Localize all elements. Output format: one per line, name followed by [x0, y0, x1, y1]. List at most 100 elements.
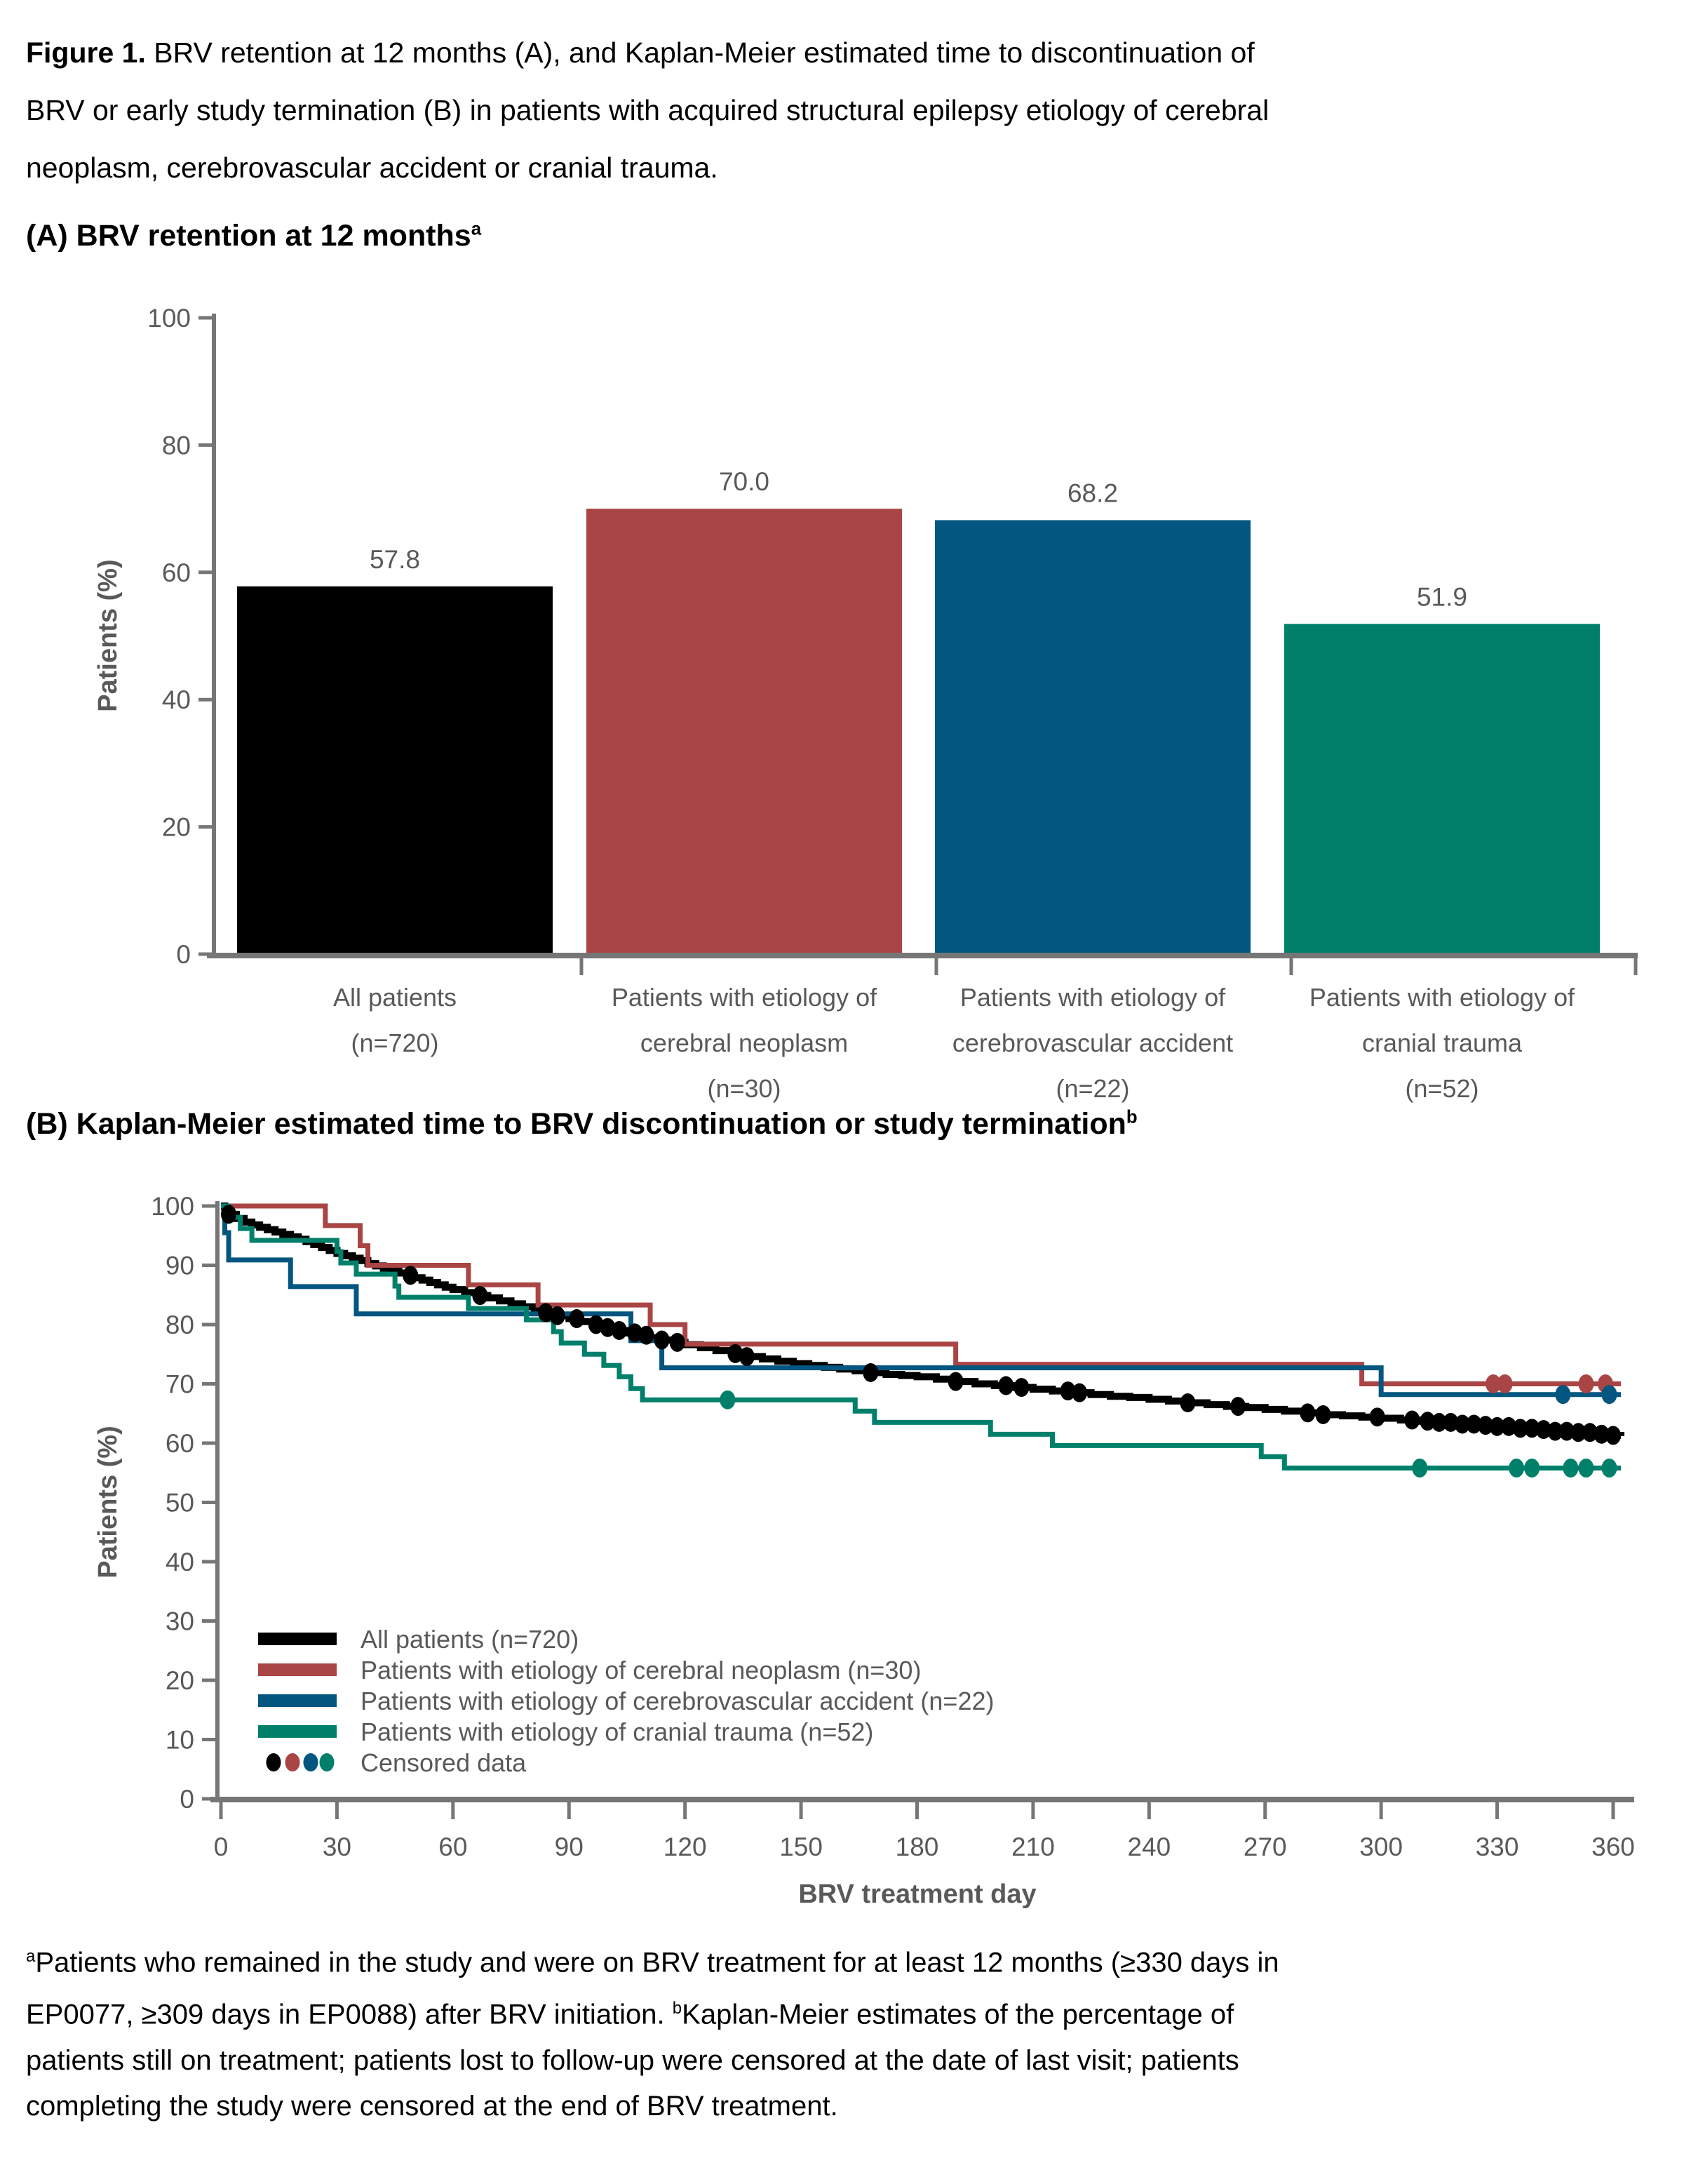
- censored-marker: [669, 1332, 685, 1352]
- figure-caption-segment: BRV retention at 12 months (A), and Kapl…: [145, 36, 1255, 69]
- y-tick-label: 10: [166, 1726, 194, 1755]
- x-tick-label: 240: [1127, 1833, 1171, 1861]
- x-tick-label: 330: [1476, 1833, 1519, 1861]
- censored-marker: [221, 1205, 237, 1224]
- censored-marker: [588, 1315, 604, 1334]
- bar-chart-svg: 0 20 40 60 80 100 Patients (%) 57.8 70.0 68.2 51.9…: [93, 304, 1638, 1103]
- censored-marker: [403, 1266, 419, 1285]
- legend-swatch-3: [258, 1694, 337, 1707]
- y-tick-label: 70: [166, 1370, 194, 1399]
- x-tick-label: 360: [1591, 1833, 1635, 1861]
- bar-4: [1284, 624, 1600, 954]
- censored-marker: [1535, 1420, 1551, 1440]
- censored-marker: [1601, 1385, 1617, 1405]
- legend-label-2: Patients with etiology of cerebral neopl…: [361, 1656, 921, 1684]
- bar-3: [935, 520, 1251, 954]
- censored-marker: [1300, 1403, 1316, 1423]
- legend-label-3: Patients with etiology of cerebrovascula…: [361, 1687, 994, 1715]
- footnote-line-3: patients still on treatment; patients lo…: [26, 2038, 1674, 2084]
- censored-marker: [472, 1286, 488, 1306]
- censored-marker: [1524, 1419, 1540, 1438]
- censored-marker: [1443, 1412, 1459, 1432]
- y-tick-label: 0: [176, 940, 191, 969]
- censored-marker: [998, 1376, 1014, 1395]
- footnote-segment: Kaplan-Meier estimates of the percentage…: [682, 1999, 1234, 2030]
- x-tick-label: 30: [323, 1833, 351, 1861]
- footnote-segment: a: [26, 1947, 36, 1966]
- panel-b-header-text: (B) Kaplan-Meier estimated time to BRV d…: [26, 1107, 1126, 1141]
- x-axis-title: BRV treatment day: [798, 1880, 1036, 1909]
- censored-marker: [739, 1347, 755, 1367]
- figure-caption-segment: neoplasm, cerebrovascular accident or cr…: [26, 152, 718, 184]
- footnote-segment: b: [672, 1999, 682, 2018]
- censored-marker: [1404, 1410, 1420, 1430]
- x-tick-label: 270: [1244, 1833, 1287, 1861]
- censored-marker: [1509, 1458, 1525, 1478]
- footnote-segment: patients still on treatment; patients lo…: [26, 2044, 1239, 2076]
- km-series-3: [221, 1203, 1622, 1398]
- footnote-segment: completing the study were censored at th…: [26, 2090, 838, 2122]
- censored-marker: [1547, 1421, 1563, 1441]
- legend-censored-dot: [319, 1753, 335, 1771]
- panel-b-header: (B) Kaplan-Meier estimated time to BRV d…: [26, 1107, 1138, 1141]
- y-tick-label: 30: [166, 1607, 194, 1636]
- panel-a-header-text: (A) BRV retention at 12 months: [26, 219, 471, 253]
- censored-marker: [1578, 1374, 1594, 1393]
- censored-marker: [1180, 1393, 1196, 1413]
- legend-censored-dot: [285, 1753, 300, 1771]
- x-tick-label: 90: [555, 1833, 584, 1861]
- legend-censored-dot: [266, 1753, 281, 1771]
- footnote-segment: EP0077, ≥309 days in EP0088) after BRV i…: [26, 1999, 673, 2030]
- censored-marker: [638, 1325, 654, 1345]
- category-label: Patients with etiology of cranial trauma(…: [1309, 983, 1575, 1103]
- figure-caption: Figure 1. BRV retention at 12 months (A)…: [26, 24, 1671, 196]
- bar-value-label: 70.0: [719, 467, 769, 496]
- legend-swatch-1: [258, 1633, 337, 1645]
- km-series-4: [221, 1203, 1622, 1470]
- censored-marker: [1601, 1458, 1617, 1478]
- censored-marker: [863, 1362, 879, 1382]
- figure-caption-line-1: Figure 1. BRV retention at 12 months (A)…: [26, 24, 1671, 81]
- y-tick-label: 20: [162, 813, 191, 842]
- figure-caption-segment: Figure 1.: [26, 36, 146, 69]
- censored-marker: [1512, 1419, 1528, 1438]
- x-tick-label: 210: [1011, 1833, 1055, 1861]
- censored-marker: [1578, 1458, 1594, 1478]
- category-label: All patients (n=720): [333, 983, 457, 1057]
- censored-marker: [626, 1323, 642, 1343]
- y-tick-label: 40: [166, 1548, 194, 1576]
- censored-marker: [727, 1344, 743, 1363]
- y-tick-label: 80: [162, 431, 191, 460]
- figure-caption-segment: BRV or early study termination (B) in pa…: [26, 94, 1269, 126]
- bar-value-label: 68.2: [1067, 478, 1118, 507]
- censored-marker: [1060, 1381, 1076, 1401]
- censored-marker: [1013, 1378, 1030, 1398]
- y-tick-label: 100: [147, 304, 191, 333]
- x-tick-label: 300: [1359, 1833, 1403, 1861]
- footnote-line-2: EP0077, ≥309 days in EP0088) after BRV i…: [26, 1985, 1674, 2037]
- censored-marker: [1558, 1421, 1575, 1441]
- x-tick-label: 180: [896, 1833, 939, 1861]
- censored-marker: [1489, 1416, 1505, 1436]
- km-series-2: [221, 1203, 1622, 1386]
- censored-marker: [1369, 1407, 1385, 1427]
- bar-2: [586, 509, 902, 954]
- footnote: aPatients who remained in the study and …: [26, 1934, 1674, 2129]
- bar-value-label: 51.9: [1417, 582, 1467, 611]
- censored-marker: [1486, 1374, 1502, 1393]
- legend-label-1: All patients (n=720): [361, 1625, 579, 1654]
- censored-marker: [1570, 1423, 1587, 1442]
- y-tick-label: 50: [166, 1489, 194, 1518]
- y-axis-title: Patients (%): [93, 1426, 123, 1578]
- footnote-segment: Patients who remained in the study and w…: [35, 1947, 1279, 1978]
- censored-marker: [1594, 1424, 1610, 1444]
- y-tick-label: 0: [180, 1785, 194, 1814]
- censored-marker: [720, 1390, 736, 1409]
- censored-marker: [1582, 1423, 1598, 1442]
- y-tick-label: 60: [166, 1429, 194, 1458]
- figure-caption-line-3: neoplasm, cerebrovascular accident or cr…: [26, 139, 1671, 196]
- footnote-line-4: completing the study were censored at th…: [26, 2084, 1674, 2129]
- km-chart-svg: 0 10 20 30 40 50 60 70 80 90 100 Patients (%) 0 30 60 9…: [93, 1192, 1635, 1909]
- censored-marker: [1420, 1412, 1436, 1431]
